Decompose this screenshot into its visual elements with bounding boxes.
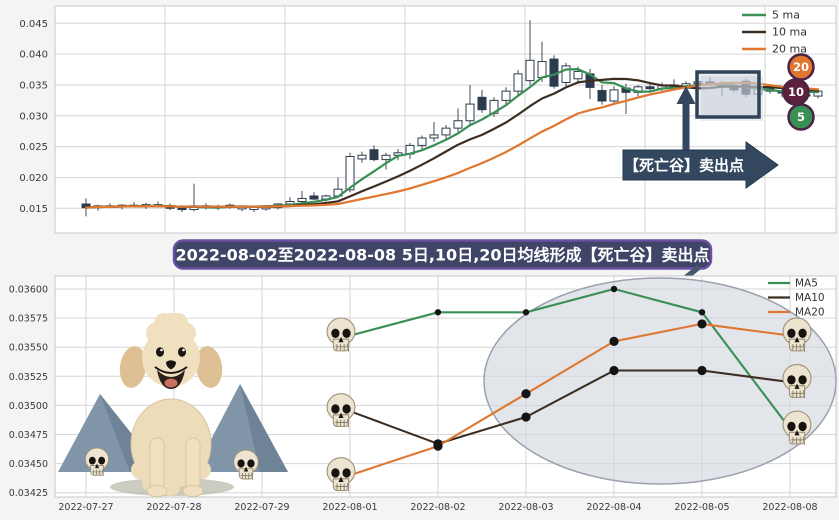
y-axis-tick-label: 0.03550 [9, 343, 48, 354]
candle-body [345, 155, 355, 191]
series-line-MA5 [349, 287, 791, 430]
series-line-MA20 [349, 322, 791, 477]
candle-body [465, 103, 475, 122]
top-legend: 5 ma 10 ma 20 ma [742, 9, 807, 56]
dog-eye [178, 347, 186, 357]
candle-body [297, 197, 307, 203]
candle-body [417, 137, 427, 146]
data-point-marker [521, 412, 531, 422]
legend-label: MA5 [795, 278, 818, 290]
y-axis-tick-label: 0.030 [19, 111, 48, 122]
title-banner-text: 2022-08-02至2022-08-08 5日,10日,20日均线形成【死亡谷… [175, 246, 709, 265]
x-axis-tick-label: 2022-08-05 [674, 502, 729, 513]
dog-nose [166, 360, 176, 370]
candle-body [453, 120, 463, 129]
data-point-marker [521, 389, 531, 399]
data-point-marker [522, 309, 530, 316]
candle-body [441, 127, 451, 136]
series-line-MA10 [349, 369, 791, 445]
data-point-marker [697, 365, 707, 376]
candle-body [561, 65, 571, 83]
x-axis-tick-label: 2022-07-28 [146, 502, 201, 513]
y-axis-tick-label: 0.025 [19, 142, 48, 153]
y-axis-tick-label: 0.03425 [9, 488, 48, 499]
dog-ear [119, 346, 147, 388]
dog-ear [195, 346, 223, 388]
data-point-marker [433, 441, 443, 451]
candle-body [381, 154, 391, 161]
candle-body [573, 70, 583, 80]
sell-point-label-text: 【死亡谷】卖出点 [624, 157, 744, 175]
y-axis-tick-label: 0.03500 [9, 401, 48, 412]
top-grid [55, 6, 836, 233]
legend-label: MA10 [795, 292, 825, 304]
highlight-box [695, 70, 761, 119]
candle-body [429, 134, 439, 139]
data-point-marker [697, 319, 707, 329]
legend-label: MA20 [795, 307, 825, 319]
dog-tongue [164, 378, 178, 388]
candle-body [369, 149, 379, 161]
candle-body [309, 195, 319, 200]
sell-point-label: 【死亡谷】卖出点 [622, 141, 779, 189]
sell-point-arrow [676, 86, 696, 150]
x-axis-tick-label: 2022-07-29 [234, 502, 289, 513]
mountain-icon [194, 384, 288, 472]
x-axis-tick-label: 2022-08-02 [410, 502, 465, 513]
candle-body [609, 89, 619, 102]
y-axis-tick-label: 0.035 [19, 80, 48, 91]
y-axis-tick-label: 0.040 [19, 50, 48, 61]
legend-label: 10 ma [772, 26, 807, 39]
y-axis-tick-label: 0.03525 [9, 372, 48, 383]
candle-body [177, 207, 187, 211]
y-axis-tick-label: 0.03600 [9, 285, 48, 296]
y-axis-tick-label: 0.015 [19, 204, 48, 215]
candle-body [513, 73, 523, 92]
y-axis-tick-label: 0.020 [19, 173, 48, 184]
x-axis-tick-label: 2022-08-01 [322, 502, 377, 513]
candle-body [525, 59, 535, 82]
candle-body [501, 90, 511, 101]
y-axis-tick-label: 0.045 [19, 19, 48, 30]
candle-body [537, 61, 547, 79]
legend-label: 20 ma [772, 43, 807, 56]
ma-badge-text: 5 [797, 110, 805, 124]
title-banner: 2022-08-02至2022-08-08 5日,10日,20日均线形成【死亡谷… [172, 239, 713, 270]
x-axis-tick-label: 2022-07-27 [58, 502, 113, 513]
legend-label: 5 ma [772, 9, 800, 22]
y-axis-tick-label: 0.03575 [9, 314, 48, 325]
ma-badge-text: 10 [788, 85, 804, 99]
data-point-marker [609, 365, 619, 376]
highlight-box-shadow [701, 76, 763, 121]
bottom-legend: MA5 MA10 MA20 [768, 278, 825, 319]
bottom-axis-labels: 2022-07-27 2022-07-28 2022-07-29 2022-08-01… [9, 285, 818, 514]
dog-eye [156, 347, 164, 357]
x-axis-tick-label: 2022-08-08 [762, 502, 817, 513]
data-point-marker [609, 336, 619, 346]
ma-line-chart: 2022-07-27 2022-07-28 2022-07-29 2022-08-01… [9, 275, 837, 514]
ma-badges: 20 10 5 [782, 53, 815, 131]
candle-body [477, 96, 487, 111]
ma-badge [787, 103, 815, 131]
candlestick-chart: 0.015 0.020 0.025 0.030 0.035 0.040 0.045 【死亡谷… [19, 5, 837, 234]
candle-body [597, 90, 607, 102]
dog-illustration [58, 313, 288, 497]
x-axis-tick-label: 2022-08-04 [586, 502, 641, 513]
data-point-marker [698, 309, 706, 316]
y-axis-tick-label: 0.03450 [9, 459, 48, 470]
candle-body [357, 154, 367, 160]
ma-badge-text: 20 [793, 60, 809, 74]
data-point-marker [610, 285, 618, 293]
y-axis-tick-label: 0.03475 [9, 430, 48, 441]
data-point-marker [434, 309, 442, 316]
top-y-axis-labels: 0.015 0.020 0.025 0.030 0.035 0.040 0.045 [19, 19, 48, 215]
candle-body [645, 86, 655, 90]
x-axis-tick-label: 2022-08-03 [498, 502, 553, 513]
poodle-dog [119, 313, 223, 497]
